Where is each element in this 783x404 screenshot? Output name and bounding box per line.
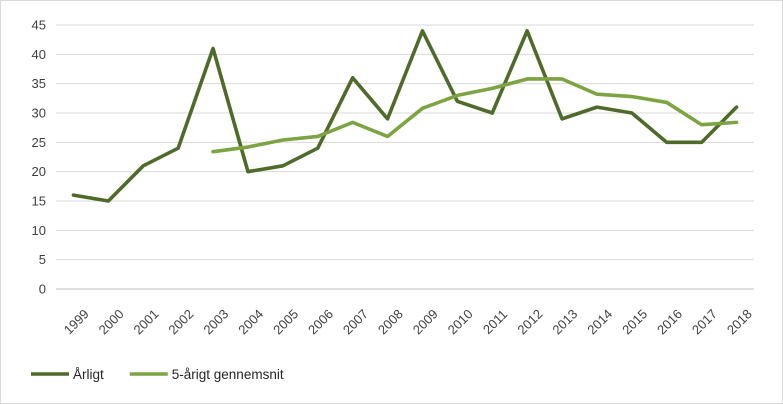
y-tick-label: 15 bbox=[32, 194, 46, 209]
x-tick-label: 2007 bbox=[340, 306, 371, 337]
x-tick-label: 2016 bbox=[654, 306, 685, 337]
x-tick-label: 2009 bbox=[410, 306, 441, 337]
y-tick-label: 25 bbox=[32, 135, 46, 150]
legend: Årligt 5-årigt gennemsnit bbox=[31, 367, 284, 382]
x-tick-label: 2001 bbox=[131, 306, 162, 337]
x-tick-label: 2006 bbox=[305, 306, 336, 337]
x-tick-label: 2000 bbox=[96, 306, 127, 337]
legend-label: 5-årigt gennemsnit bbox=[172, 367, 284, 382]
y-tick-label: 5 bbox=[39, 252, 46, 267]
legend-label: Årligt bbox=[73, 367, 104, 382]
y-tick-label: 40 bbox=[32, 47, 46, 62]
x-tick-label: 2013 bbox=[549, 306, 580, 337]
x-tick-label: 2012 bbox=[514, 306, 545, 337]
y-tick-label: 20 bbox=[32, 164, 46, 179]
x-tick-label: 2003 bbox=[200, 306, 231, 337]
x-tick-label: 2008 bbox=[375, 306, 406, 337]
x-tick-label: 2005 bbox=[270, 306, 301, 337]
y-tick-label: 0 bbox=[39, 282, 46, 297]
x-tick-label: 2011 bbox=[480, 307, 510, 337]
x-tick-label: 2004 bbox=[235, 306, 266, 337]
series-line-2 bbox=[211, 77, 739, 154]
x-tick-label: 2015 bbox=[619, 306, 650, 337]
x-tick-label: 2017 bbox=[689, 306, 720, 337]
series-lines bbox=[71, 29, 739, 203]
gridlines bbox=[56, 24, 754, 261]
y-tick-label: 45 bbox=[32, 18, 46, 33]
x-tick-label: 2002 bbox=[165, 306, 196, 337]
y-axis-ticks: 0 5 10 15 20 25 30 35 40 45 bbox=[32, 18, 46, 297]
y-tick-label: 30 bbox=[32, 106, 46, 121]
x-tick-label: 2010 bbox=[445, 306, 476, 337]
series-line-1 bbox=[71, 29, 739, 203]
y-tick-label: 35 bbox=[32, 76, 46, 91]
x-tick-label: 2014 bbox=[584, 306, 615, 337]
x-tick-label: 2018 bbox=[724, 306, 755, 337]
x-tick-label: 1999 bbox=[61, 306, 92, 337]
y-tick-label: 10 bbox=[32, 223, 46, 238]
x-axis-ticks: 1999 2000 2001 2002 2003 2004 2005 2006 2007 2008… bbox=[61, 306, 755, 337]
